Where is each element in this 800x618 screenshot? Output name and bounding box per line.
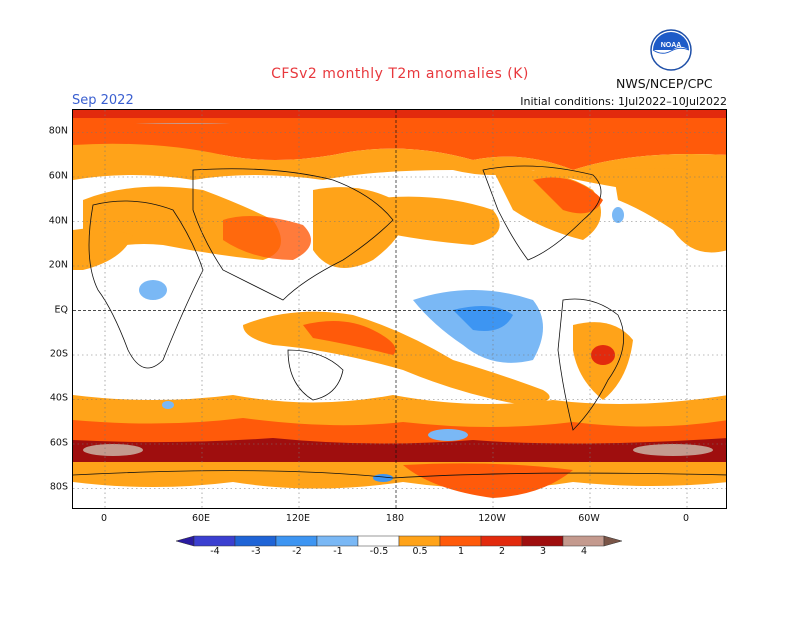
- colorbar-swatch: [480, 535, 523, 547]
- colorbar-swatch: [275, 535, 318, 547]
- noaa-logo-text: NOAA: [661, 42, 682, 49]
- anomaly-map: [72, 109, 727, 509]
- colorbar-swatch: [357, 535, 400, 547]
- colorbar-max-arrow: [603, 535, 623, 547]
- lat-label: 80S: [49, 481, 68, 493]
- colorbar-label: -1: [333, 546, 343, 557]
- map-title: CFSv2 monthly T2m anomalies (K): [271, 66, 529, 82]
- colorbar-label: 2: [498, 546, 506, 557]
- colorbar-swatch: [521, 535, 564, 547]
- lon-label: 180: [385, 513, 405, 524]
- lon-label: 0: [682, 513, 690, 524]
- noaa-logo: NOAA: [650, 29, 692, 71]
- agency-label: NWS/NCEP/CPC: [616, 76, 713, 91]
- colorbar-swatch: [316, 535, 359, 547]
- colorbar-min-arrow: [176, 535, 195, 547]
- lat-label: 20N: [48, 259, 68, 271]
- colorbar-swatch: [439, 535, 482, 547]
- colorbar-label: -0.5: [369, 546, 389, 557]
- lat-label: 20S: [49, 348, 68, 360]
- lat-label: 60S: [49, 437, 68, 449]
- lon-label: 120E: [285, 513, 311, 524]
- colorbar-swatches: [176, 535, 623, 547]
- colorbar: [176, 535, 623, 547]
- forecast-month: Sep 2022: [72, 93, 134, 108]
- colorbar-swatch: [562, 535, 605, 547]
- colorbar-swatch: [398, 535, 441, 547]
- lon-label: 60W: [578, 513, 600, 524]
- lat-label: 60N: [48, 170, 68, 182]
- lat-label: 40S: [49, 392, 68, 404]
- colorbar-label: -3: [251, 546, 261, 557]
- lat-label: 40N: [48, 215, 68, 227]
- lat-label: 80N: [48, 125, 68, 137]
- colorbar-label: -2: [292, 546, 302, 557]
- initial-conditions: Initial conditions: 1Jul2022–10Jul2022: [520, 95, 727, 108]
- lon-label: 120W: [478, 513, 506, 524]
- lat-label: EQ: [54, 304, 68, 316]
- colorbar-label: 3: [539, 546, 547, 557]
- anomaly-field: [73, 110, 726, 508]
- lon-label: 60E: [191, 513, 211, 524]
- colorbar-label: 0.5: [412, 546, 428, 557]
- lon-label: 0: [100, 513, 108, 524]
- colorbar-swatch: [234, 535, 277, 547]
- colorbar-label: 4: [580, 546, 588, 557]
- colorbar-label: 1: [457, 546, 465, 557]
- colorbar-swatch: [193, 535, 236, 547]
- colorbar-label: -4: [210, 546, 220, 557]
